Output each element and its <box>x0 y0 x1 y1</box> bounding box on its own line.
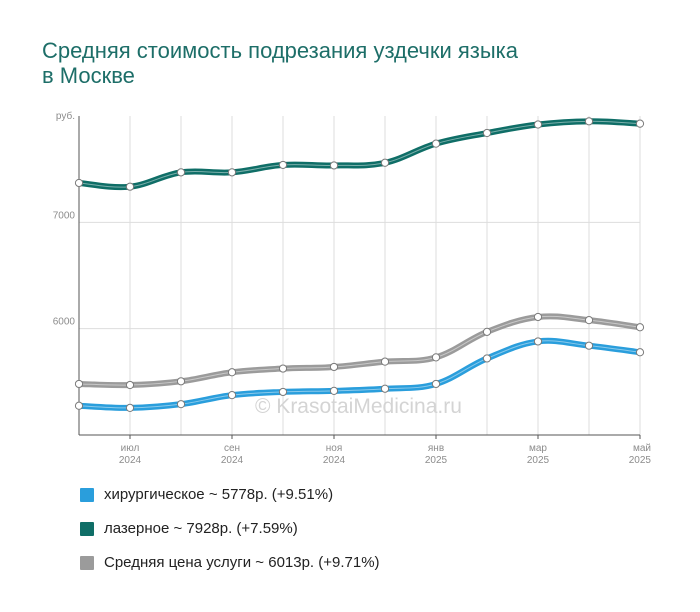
data-point-average[interactable] <box>431 353 441 362</box>
chart-title-line-2: в Москве <box>42 63 135 88</box>
data-point-laser[interactable] <box>431 139 441 148</box>
x-tick-label-year: 2025 <box>425 455 448 466</box>
series-line-laser <box>76 118 643 191</box>
data-point-surgical[interactable] <box>125 403 135 412</box>
chart-axes: руб.70006000июл2024сен2024ноя2024янв2025… <box>53 110 652 466</box>
line-chart: © KrasotaiMedicina.ru руб.70006000июл202… <box>53 110 652 466</box>
data-point-surgical[interactable] <box>482 354 492 363</box>
data-point-average[interactable] <box>380 357 390 366</box>
y-tick-label: 6000 <box>53 317 76 328</box>
chart-points <box>74 117 645 412</box>
data-point-laser[interactable] <box>635 119 645 128</box>
y-tick-label: 7000 <box>53 210 76 221</box>
data-point-surgical[interactable] <box>584 341 594 350</box>
series-line-highlight-surgical <box>78 340 641 409</box>
x-tick-label-year: 2025 <box>527 455 550 466</box>
data-point-laser[interactable] <box>380 158 390 167</box>
legend-item-average[interactable]: Средняя цена услуги ~ 6013р. (+9.71%) <box>80 554 380 571</box>
data-point-laser[interactable] <box>278 160 288 170</box>
x-tick-label-year: 2025 <box>629 455 652 466</box>
data-point-average[interactable] <box>635 323 645 332</box>
data-point-laser[interactable] <box>533 120 543 129</box>
data-point-surgical[interactable] <box>635 348 645 357</box>
series-line-highlight-laser <box>78 120 641 188</box>
chart-title-line-1: Средняя стоимость подрезания уздечки язы… <box>42 38 519 63</box>
x-tick-label-year: 2024 <box>323 455 346 466</box>
data-point-surgical[interactable] <box>329 386 339 395</box>
data-point-average[interactable] <box>176 377 186 386</box>
chart-title: Средняя стоимость подрезания уздечки язы… <box>42 38 662 88</box>
legend-item-surgical[interactable]: хирургическое ~ 5778р. (+9.51%) <box>80 486 380 503</box>
data-point-surgical[interactable] <box>278 387 288 397</box>
data-point-average[interactable] <box>482 327 492 336</box>
data-point-average[interactable] <box>74 379 84 389</box>
legend-swatch-average <box>80 555 94 570</box>
data-point-laser[interactable] <box>74 178 84 188</box>
series-line-surgical <box>76 337 643 411</box>
data-point-surgical[interactable] <box>533 337 543 346</box>
x-tick-label-month: сен <box>224 443 240 454</box>
data-point-average[interactable] <box>125 380 135 390</box>
data-point-surgical[interactable] <box>227 391 237 400</box>
legend-swatch-laser <box>80 521 94 536</box>
data-point-laser[interactable] <box>125 182 135 191</box>
x-tick-label-year: 2024 <box>119 455 142 466</box>
data-point-average[interactable] <box>584 316 594 325</box>
series-line-highlight-average <box>78 315 641 386</box>
legend-swatch-surgical <box>80 487 94 502</box>
data-point-surgical[interactable] <box>380 384 390 393</box>
legend-label-surgical: хирургическое ~ 5778р. (+9.51%) <box>104 486 334 503</box>
x-tick-label-month: мар <box>529 443 547 454</box>
data-point-surgical[interactable] <box>176 400 186 409</box>
data-point-laser[interactable] <box>227 168 237 177</box>
chart-series <box>76 118 643 411</box>
data-point-average[interactable] <box>533 312 543 322</box>
data-point-average[interactable] <box>227 368 237 377</box>
data-point-average[interactable] <box>278 364 288 373</box>
data-point-average[interactable] <box>329 362 339 372</box>
data-point-laser[interactable] <box>482 128 492 138</box>
legend-label-average: Средняя цена услуги ~ 6013р. (+9.71%) <box>104 554 380 571</box>
y-axis-unit-label: руб. <box>56 110 75 122</box>
series-line-average <box>76 313 643 389</box>
data-point-surgical[interactable] <box>74 401 84 410</box>
x-tick-label-month: янв <box>428 443 444 454</box>
data-point-laser[interactable] <box>584 117 594 126</box>
data-point-surgical[interactable] <box>431 379 441 389</box>
legend-label-laser: лазерное ~ 7928р. (+7.59%) <box>104 520 298 537</box>
x-tick-label-month: май <box>633 443 651 454</box>
data-point-laser[interactable] <box>329 161 339 170</box>
x-tick-label-month: июл <box>121 443 140 454</box>
watermark: © KrasotaiMedicina.ru <box>255 395 462 418</box>
legend: хирургическое ~ 5778р. (+9.51%) лазерное… <box>80 486 380 588</box>
x-tick-label-month: ноя <box>326 443 343 454</box>
data-point-laser[interactable] <box>176 168 186 177</box>
legend-item-laser[interactable]: лазерное ~ 7928р. (+7.59%) <box>80 520 380 537</box>
x-tick-label-year: 2024 <box>221 455 244 466</box>
